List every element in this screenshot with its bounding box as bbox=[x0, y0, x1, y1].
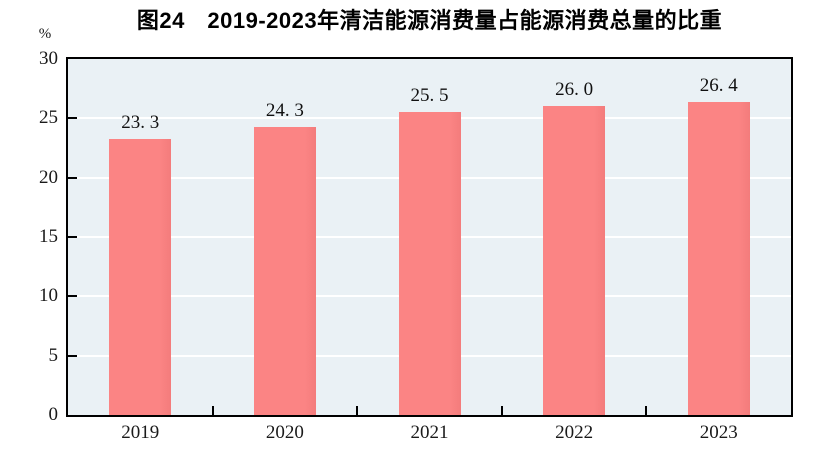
y-axis-tick-label-25: 25 bbox=[39, 107, 58, 129]
bar-value-label-2020: 24. 3 bbox=[265, 99, 304, 121]
x-axis-tick-1 bbox=[211, 406, 214, 415]
x-axis-tick-label-2020: 2020 bbox=[265, 422, 304, 443]
bar-2021 bbox=[398, 112, 461, 415]
y-axis-tick-label-20: 20 bbox=[39, 166, 58, 188]
y-axis-unit-label: % bbox=[38, 26, 52, 42]
bar-value-label-2021: 25. 5 bbox=[410, 85, 449, 107]
bar-2022 bbox=[543, 106, 606, 415]
chart-title: 图24 2019-2023年清洁能源消费量占能源消费总量的比重 bbox=[136, 8, 723, 33]
plot-area: 23. 3 24. 3 25. 5 26. 0 26. 4 bbox=[66, 57, 793, 417]
x-axis-tick-3 bbox=[500, 406, 503, 415]
x-axis-tick-4 bbox=[645, 406, 648, 415]
x-axis-tick-label-2019: 2019 bbox=[121, 422, 160, 443]
bar-2023 bbox=[687, 101, 750, 415]
y-axis-tick-label-30: 30 bbox=[39, 48, 58, 69]
y-axis-tick-5 bbox=[68, 354, 77, 357]
y-axis-tick-15 bbox=[68, 236, 77, 238]
bar-value-label-2019: 23. 3 bbox=[121, 111, 160, 133]
bar-value-label-2022: 26. 0 bbox=[555, 79, 594, 101]
y-axis-tick-label-0: 0 bbox=[48, 404, 59, 425]
y-axis-tick-25 bbox=[68, 117, 77, 120]
bar-value-label-2023: 26. 4 bbox=[699, 74, 738, 96]
y-axis-tick-label-10: 10 bbox=[39, 285, 58, 307]
x-axis-tick-label-2021: 2021 bbox=[410, 422, 449, 443]
x-axis-tick-label-2023: 2023 bbox=[699, 422, 738, 443]
y-axis-tick-20 bbox=[68, 176, 77, 179]
y-axis-tick-label-5: 5 bbox=[48, 344, 59, 366]
y-axis-tick-10 bbox=[68, 295, 77, 298]
bar-2019 bbox=[109, 138, 172, 415]
x-axis-tick-label-2022: 2022 bbox=[555, 422, 594, 443]
x-axis-tick-2 bbox=[356, 406, 359, 415]
bar-2020 bbox=[253, 126, 316, 415]
y-axis-tick-label-15: 15 bbox=[39, 226, 58, 247]
